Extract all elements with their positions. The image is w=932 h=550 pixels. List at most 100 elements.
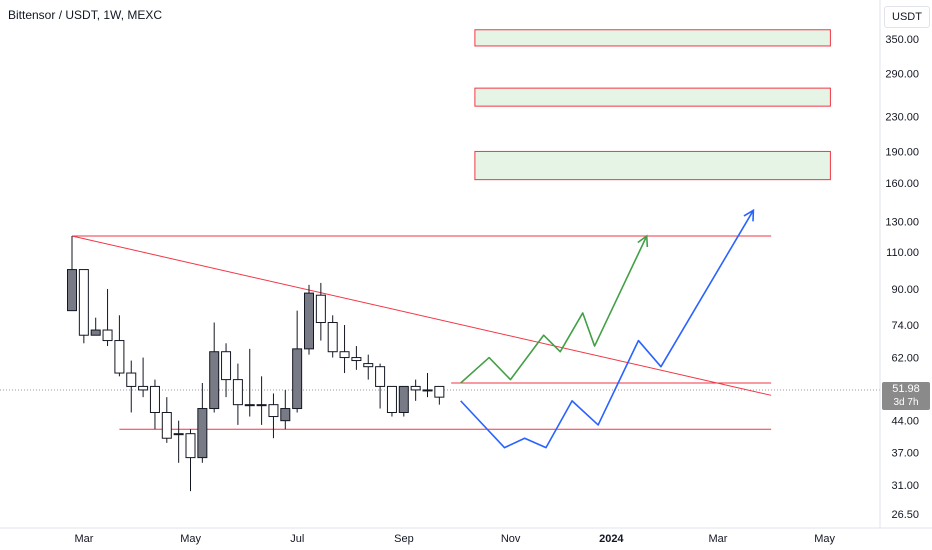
price-tick-label: 190.00 — [885, 146, 919, 158]
candle-body — [410, 385, 421, 391]
target-zones — [474, 29, 831, 181]
price-tick-label: 62.00 — [891, 353, 919, 365]
candle[interactable] — [304, 284, 314, 355]
candle-body — [268, 404, 279, 418]
candle[interactable] — [197, 382, 208, 463]
time-axis[interactable]: Mar May Jul Sep Nov 2024 Mar May — [0, 527, 932, 545]
candle-body — [422, 389, 433, 392]
candle[interactable] — [339, 324, 350, 374]
candle-body — [161, 411, 172, 439]
candle[interactable] — [434, 385, 445, 405]
candle[interactable] — [232, 363, 243, 425]
candle-body — [375, 366, 386, 387]
candle-body — [398, 385, 409, 413]
candle[interactable] — [422, 373, 433, 398]
price-tick-label: 110.00 — [886, 247, 919, 259]
candle[interactable] — [185, 429, 196, 492]
candles — [67, 236, 445, 492]
time-tick-label: Mar — [75, 533, 94, 545]
time-tick-label: Sep — [394, 533, 414, 545]
candle[interactable] — [138, 357, 149, 398]
projection-arrowhead-bearish — [743, 208, 755, 222]
candle[interactable] — [363, 354, 374, 380]
candle-body — [78, 269, 89, 336]
candle-body — [280, 408, 291, 422]
candle-body — [232, 379, 243, 406]
candle-body — [209, 351, 220, 410]
current-price-tag: 51.98 3d 7h — [882, 382, 930, 410]
candle-body — [434, 385, 445, 398]
candle-body — [339, 351, 350, 359]
target-zone-1[interactable] — [474, 29, 831, 47]
candle[interactable] — [126, 360, 137, 413]
price-tick-label: 160.00 — [885, 178, 919, 190]
candle[interactable] — [209, 322, 220, 413]
candle[interactable] — [114, 315, 125, 377]
candle-body — [114, 340, 125, 374]
candle[interactable] — [315, 282, 326, 341]
price-tick-label: 31.00 — [891, 480, 919, 492]
candle[interactable] — [102, 288, 113, 347]
time-tick-label: Mar — [708, 533, 727, 545]
price-tick-label: 44.00 — [891, 416, 919, 428]
price-tick-label: 74.00 — [891, 320, 919, 332]
candle[interactable] — [268, 393, 279, 439]
candle[interactable] — [90, 317, 101, 336]
price-axis[interactable]: 350.00 290.00 230.00 190.00 160.00 130.00 110.… — [879, 0, 919, 528]
candle-body — [126, 372, 137, 387]
candle-body — [292, 348, 303, 410]
price-tick-label: 37.00 — [891, 448, 919, 460]
candle-body — [173, 433, 184, 436]
price-tick-label: 350.00 — [885, 34, 919, 46]
candle-body — [138, 385, 149, 391]
candle[interactable] — [173, 420, 184, 463]
price-tick-label: 130.00 — [885, 216, 919, 228]
time-tick-label: Nov — [501, 533, 521, 545]
candle-body — [149, 385, 160, 413]
candle-body — [197, 408, 208, 459]
chart-title: Bittensor / USDT, 1W, MEXC — [8, 8, 163, 22]
candle[interactable] — [351, 346, 362, 370]
candle-body — [221, 351, 232, 381]
trendlines — [71, 235, 772, 430]
time-tick-label: 2024 — [599, 533, 624, 545]
candle-body — [256, 404, 267, 407]
candle[interactable] — [327, 315, 338, 358]
price-tick-label: 290.00 — [885, 69, 919, 81]
candle[interactable] — [149, 379, 160, 430]
price-tick-label: 90.00 — [891, 284, 919, 296]
time-tick-label: Jul — [290, 533, 304, 545]
currency-unit-button[interactable]: USDT — [884, 6, 930, 28]
candle[interactable] — [280, 389, 291, 430]
current-price-value: 51.98 — [892, 383, 920, 395]
projection-bearish[interactable] — [460, 209, 755, 449]
projection-paths — [460, 208, 755, 449]
candle-body — [351, 357, 362, 362]
candle[interactable] — [386, 385, 397, 417]
time-tick-label: May — [180, 533, 201, 545]
trendline-2[interactable] — [71, 235, 772, 396]
candle[interactable] — [78, 269, 89, 344]
candle[interactable] — [161, 397, 172, 443]
projection-arrowhead-bullish — [637, 234, 649, 248]
candle-countdown: 3d 7h — [893, 397, 919, 408]
candle-body — [363, 363, 374, 368]
candle[interactable] — [244, 348, 255, 417]
candle[interactable] — [221, 343, 232, 398]
candle[interactable] — [398, 385, 409, 417]
candle-body — [244, 404, 255, 407]
price-tick-label: 230.00 — [885, 111, 919, 123]
candle-body — [304, 292, 314, 350]
target-zone-3[interactable] — [474, 150, 831, 181]
candle[interactable] — [375, 363, 386, 409]
candle[interactable] — [410, 379, 421, 401]
candle[interactable] — [292, 310, 303, 413]
candle[interactable] — [256, 376, 267, 425]
projection-bullish[interactable] — [460, 235, 648, 384]
candle-body — [90, 329, 101, 336]
candle-body — [185, 433, 196, 459]
candle[interactable] — [67, 236, 77, 312]
candle-body — [102, 329, 113, 342]
target-zone-2[interactable] — [474, 87, 831, 107]
